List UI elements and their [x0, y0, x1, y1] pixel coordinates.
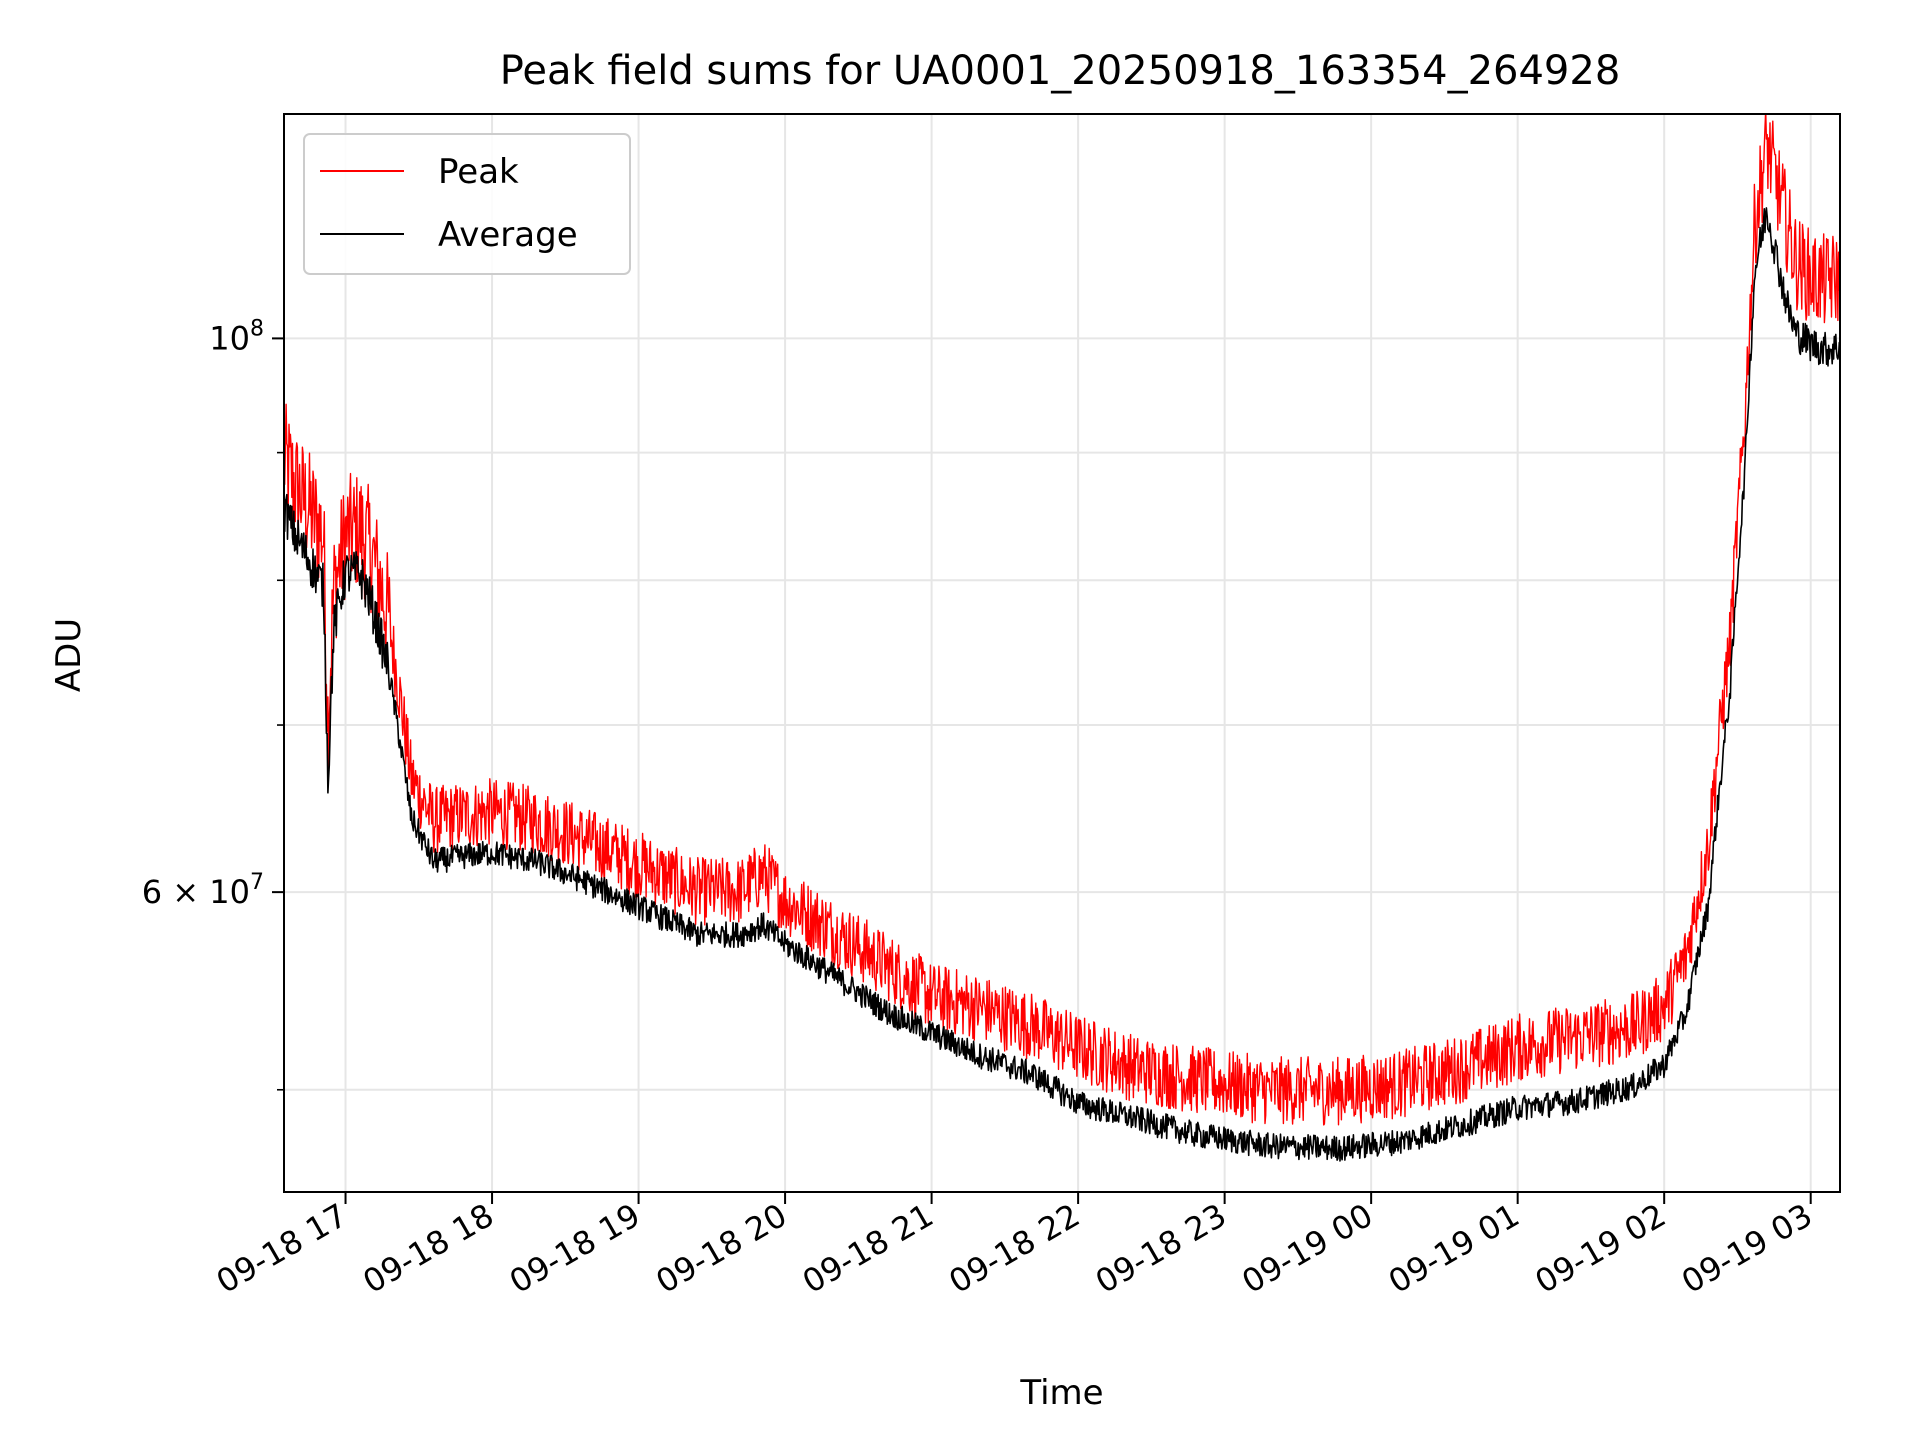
plot-frame [283, 113, 1841, 1193]
x-tick-label: 09-18 22 [943, 1196, 1087, 1301]
y-axis: 6 × 107 108 [142, 316, 284, 1091]
x-tick-label: 09-19 02 [1529, 1196, 1673, 1301]
x-tick-label: 09-18 23 [1089, 1196, 1233, 1301]
plot-area [284, 114, 1840, 1162]
x-tick-label: 09-18 20 [649, 1196, 793, 1301]
x-tick-label: 09-19 00 [1236, 1196, 1380, 1301]
x-tick-label: 09-18 21 [796, 1196, 940, 1301]
chart-title: Peak field sums for UA0001_20250918_1633… [500, 48, 1621, 94]
x-tick-label: 09-18 18 [356, 1196, 500, 1301]
y-tick-label: 108 [209, 316, 264, 357]
x-axis-label: Time [1019, 1373, 1103, 1413]
legend-average-label: Average [438, 215, 578, 255]
x-tick-label: 09-19 03 [1675, 1196, 1819, 1301]
y-axis-label: ADU [49, 618, 89, 692]
legend: Peak Average [303, 133, 631, 275]
y-tick-label: 6 × 107 [142, 870, 264, 911]
x-tick-label: 09-18 17 [210, 1196, 354, 1301]
legend-box [303, 133, 631, 275]
series-line-peak [284, 114, 1840, 1126]
x-axis: 09-18 17 09-18 18 09-18 19 09-18 20 09-18 21… [210, 1192, 1819, 1301]
x-tick-label: 09-18 19 [503, 1196, 647, 1301]
x-tick-label: 09-19 01 [1382, 1196, 1526, 1301]
legend-peak-label: Peak [438, 152, 519, 192]
series-line-average [284, 207, 1840, 1162]
